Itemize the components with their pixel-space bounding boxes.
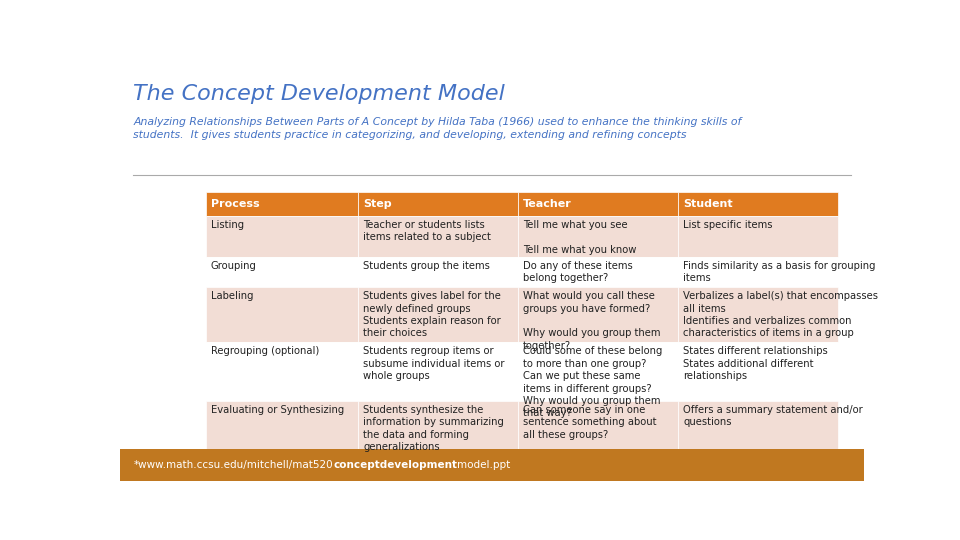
Text: Students regroup items or
subsume individual items or
whole groups: Students regroup items or subsume indivi… [363, 346, 505, 381]
FancyBboxPatch shape [518, 192, 678, 216]
Text: Process: Process [211, 199, 259, 208]
Text: Tell me what you see

Tell me what you know: Tell me what you see Tell me what you kn… [523, 220, 636, 255]
FancyBboxPatch shape [205, 287, 358, 342]
Text: List specific items: List specific items [684, 220, 773, 230]
FancyBboxPatch shape [518, 256, 678, 287]
FancyBboxPatch shape [205, 401, 358, 449]
FancyBboxPatch shape [678, 192, 838, 216]
FancyBboxPatch shape [120, 449, 864, 481]
Text: *www.math.ccsu.edu/mitchell/mat520: *www.math.ccsu.edu/mitchell/mat520 [133, 460, 333, 470]
Text: The Concept Development Model: The Concept Development Model [133, 84, 505, 104]
Text: model.ppt: model.ppt [457, 460, 511, 470]
FancyBboxPatch shape [205, 256, 358, 287]
Text: States different relationships
States additional different
relationships: States different relationships States ad… [684, 346, 828, 381]
FancyBboxPatch shape [518, 216, 678, 256]
Text: Students gives label for the
newly defined groups
Students explain reason for
th: Students gives label for the newly defin… [363, 291, 501, 339]
Text: Verbalizes a label(s) that encompasses
all items
Identifies and verbalizes commo: Verbalizes a label(s) that encompasses a… [684, 291, 878, 339]
Text: Regrouping (optional): Regrouping (optional) [211, 346, 319, 356]
FancyBboxPatch shape [678, 256, 838, 287]
FancyBboxPatch shape [205, 192, 358, 216]
FancyBboxPatch shape [205, 216, 358, 256]
Text: Offers a summary statement and/or
questions: Offers a summary statement and/or questi… [684, 405, 863, 428]
FancyBboxPatch shape [358, 342, 518, 401]
Text: What would you call these
groups you have formed?

Why would you group them
toge: What would you call these groups you hav… [523, 291, 660, 350]
Text: Grouping: Grouping [211, 261, 256, 271]
Text: Analyzing Relationships Between Parts of A Concept by Hilda Taba (1966) used to : Analyzing Relationships Between Parts of… [133, 117, 742, 140]
FancyBboxPatch shape [678, 342, 838, 401]
Text: Step: Step [363, 199, 392, 208]
Text: Labeling: Labeling [211, 291, 253, 301]
FancyBboxPatch shape [678, 401, 838, 449]
Text: Listing: Listing [211, 220, 244, 230]
FancyBboxPatch shape [518, 342, 678, 401]
Text: Student: Student [684, 199, 732, 208]
FancyBboxPatch shape [358, 256, 518, 287]
Text: Can someone say in one
sentence something about
all these groups?: Can someone say in one sentence somethin… [523, 405, 657, 440]
Text: Finds similarity as a basis for grouping
items: Finds similarity as a basis for grouping… [684, 261, 876, 284]
FancyBboxPatch shape [518, 287, 678, 342]
FancyBboxPatch shape [358, 192, 518, 216]
Text: Could some of these belong
to more than one group?
Can we put these same
items i: Could some of these belong to more than … [523, 346, 662, 418]
FancyBboxPatch shape [518, 401, 678, 449]
Text: conceptdevelopment: conceptdevelopment [333, 460, 457, 470]
Text: Teacher or students lists
items related to a subject: Teacher or students lists items related … [363, 220, 492, 242]
Text: Do any of these items
belong together?: Do any of these items belong together? [523, 261, 633, 284]
Text: Students group the items: Students group the items [363, 261, 491, 271]
FancyBboxPatch shape [358, 287, 518, 342]
Text: Students synthesize the
information by summarizing
the data and forming
generali: Students synthesize the information by s… [363, 405, 504, 453]
Text: Teacher: Teacher [523, 199, 572, 208]
FancyBboxPatch shape [205, 342, 358, 401]
FancyBboxPatch shape [358, 401, 518, 449]
FancyBboxPatch shape [678, 216, 838, 256]
FancyBboxPatch shape [358, 216, 518, 256]
Text: Evaluating or Synthesizing: Evaluating or Synthesizing [211, 405, 344, 415]
FancyBboxPatch shape [678, 287, 838, 342]
